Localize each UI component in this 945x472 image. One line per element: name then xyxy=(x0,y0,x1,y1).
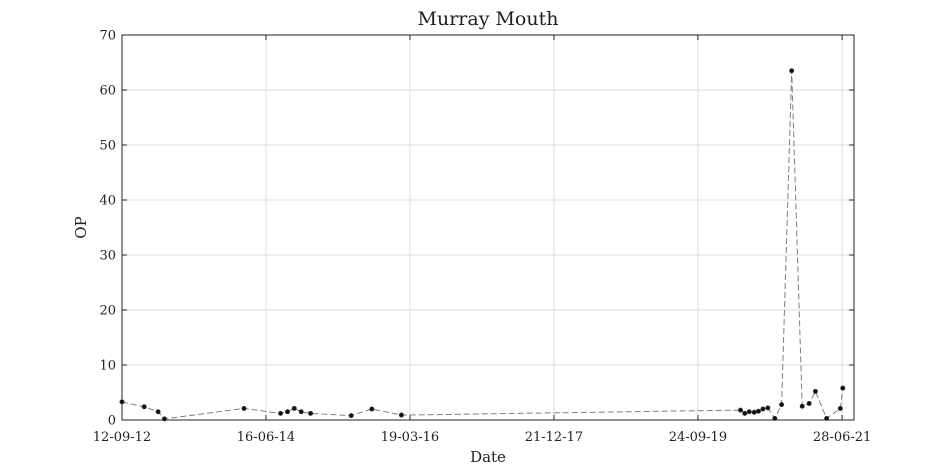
data-point xyxy=(308,410,314,416)
x-tick-label: 16-06-14 xyxy=(237,430,295,445)
x-tick-label: 24-09-19 xyxy=(669,430,727,445)
y-tick-label: 0 xyxy=(108,414,116,429)
y-tick-label: 60 xyxy=(99,84,116,99)
data-point xyxy=(751,409,757,415)
gridlines xyxy=(121,34,854,421)
x-axis-label: Date xyxy=(470,448,506,466)
data-point xyxy=(779,402,785,408)
data-point xyxy=(799,403,805,409)
data-point xyxy=(806,400,812,406)
data-point xyxy=(772,415,778,421)
data-point xyxy=(369,406,375,412)
x-tick-label: 21-12-17 xyxy=(525,430,583,445)
x-axis-ticks: 12-09-12 16-06-14 19-03-16 21-12-17 24-09-19… xyxy=(93,35,871,445)
y-tick-label: 20 xyxy=(99,304,116,319)
y-axis-label: OP xyxy=(72,216,90,238)
plot-frame xyxy=(121,34,855,421)
data-point xyxy=(285,409,291,415)
data-point xyxy=(789,68,795,74)
data-point xyxy=(119,399,125,405)
data-point xyxy=(155,409,161,415)
y-tick-label: 30 xyxy=(99,249,116,264)
data-point xyxy=(241,405,247,411)
data-point xyxy=(746,409,752,415)
series-line xyxy=(121,70,844,420)
chart-title: Murray Mouth xyxy=(418,8,559,30)
data-point xyxy=(742,410,748,416)
x-tick-label: 12-09-12 xyxy=(93,430,151,445)
data-point xyxy=(738,407,744,413)
data-point xyxy=(398,412,404,418)
data-point xyxy=(755,408,761,414)
data-point xyxy=(278,410,284,416)
y-tick-label: 70 xyxy=(99,29,116,44)
data-point xyxy=(765,405,771,411)
data-point xyxy=(837,405,843,411)
data-point xyxy=(824,415,830,421)
data-points xyxy=(119,68,846,422)
data-point xyxy=(298,409,304,415)
data-point xyxy=(812,388,818,394)
data-point xyxy=(840,385,846,391)
y-tick-label: 50 xyxy=(99,139,116,154)
data-point xyxy=(161,416,167,422)
y-tick-label: 40 xyxy=(99,194,116,209)
data-point xyxy=(760,406,766,412)
x-tick-label: 28-06-21 xyxy=(813,430,871,445)
y-axis-ticks: 0 10 20 30 40 50 60 70 xyxy=(99,29,854,429)
x-tick-label: 19-03-16 xyxy=(381,430,439,445)
data-point xyxy=(141,404,147,410)
y-tick-label: 10 xyxy=(99,359,116,374)
data-point xyxy=(291,405,297,411)
data-point xyxy=(348,413,354,419)
